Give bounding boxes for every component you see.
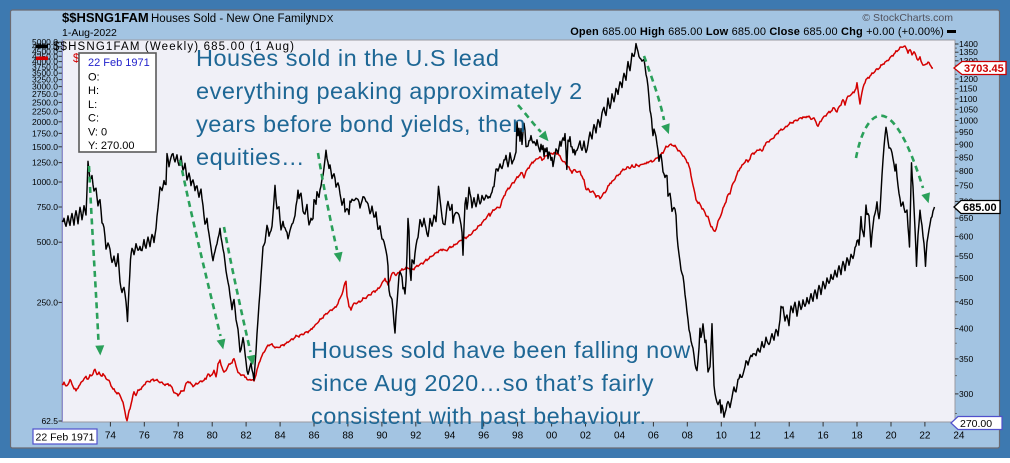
- svg-text:14: 14: [784, 431, 796, 442]
- svg-text:Y: 270.00: Y: 270.00: [88, 140, 135, 152]
- svg-text:950: 950: [959, 127, 973, 137]
- svg-text:82: 82: [241, 431, 253, 442]
- svg-text:2250.0: 2250.0: [32, 107, 58, 117]
- svg-text:4000.0: 4000.0: [32, 57, 58, 67]
- svg-text:O:: O:: [88, 72, 100, 84]
- svg-text:500: 500: [959, 273, 973, 283]
- svg-text:900: 900: [959, 139, 973, 149]
- svg-text:3250.0: 3250.0: [32, 75, 58, 85]
- svg-text:equities…: equities…: [196, 144, 305, 170]
- svg-text:1750.0: 1750.0: [32, 128, 58, 138]
- svg-text:$: $: [73, 53, 80, 65]
- svg-text:years before bond yields, then: years before bond yields, then: [196, 111, 526, 137]
- svg-text:62.5: 62.5: [41, 416, 58, 426]
- svg-text:800: 800: [959, 166, 973, 176]
- svg-text:V: 0: V: 0: [88, 126, 107, 138]
- svg-text:12: 12: [750, 431, 762, 442]
- svg-text:500.0: 500.0: [37, 237, 59, 247]
- svg-text:00: 00: [546, 431, 558, 442]
- svg-text:22 Feb 1971: 22 Feb 1971: [88, 57, 150, 69]
- svg-text:3750.0: 3750.0: [32, 62, 58, 72]
- svg-text:1050: 1050: [959, 104, 978, 114]
- svg-text:1400: 1400: [959, 39, 978, 49]
- svg-text:22: 22: [919, 431, 931, 442]
- svg-text:1500.0: 1500.0: [32, 142, 58, 152]
- svg-text:98: 98: [512, 431, 524, 442]
- svg-text:Open 685.00 High 685.00 Low 68: Open 685.00 High 685.00 Low 685.00 Close…: [570, 26, 944, 38]
- svg-text:80: 80: [207, 431, 219, 442]
- svg-text:94: 94: [444, 431, 456, 442]
- svg-text:3000.0: 3000.0: [32, 82, 58, 92]
- svg-text:1250.0: 1250.0: [32, 158, 58, 168]
- svg-text:90: 90: [376, 431, 388, 442]
- svg-text:since Aug 2020…so that’s fairl: since Aug 2020…so that’s fairly: [311, 370, 654, 396]
- svg-text:H:: H:: [88, 85, 99, 97]
- svg-text:everything peaking approximate: everything peaking approximately 2: [196, 78, 583, 104]
- svg-text:1200: 1200: [959, 74, 978, 84]
- svg-text:04: 04: [614, 431, 626, 442]
- svg-text:84: 84: [275, 431, 287, 442]
- svg-text:5000.0: 5000.0: [32, 37, 58, 47]
- svg-text:1350: 1350: [959, 47, 978, 57]
- svg-text:© StockCharts.com: © StockCharts.com: [862, 12, 953, 24]
- svg-text:20: 20: [885, 431, 897, 442]
- svg-text:250.0: 250.0: [37, 297, 59, 307]
- svg-text:4500.0: 4500.0: [32, 46, 58, 56]
- svg-text:74: 74: [105, 431, 117, 442]
- svg-text:16: 16: [818, 431, 830, 442]
- svg-text:consistent with past behaviour: consistent with past behaviour.: [311, 403, 647, 429]
- svg-text:96: 96: [478, 431, 490, 442]
- svg-text:76: 76: [139, 431, 151, 442]
- svg-text:10: 10: [716, 431, 728, 442]
- svg-text:1150: 1150: [959, 84, 978, 94]
- svg-text:Houses sold in the U.S lead: Houses sold in the U.S lead: [196, 45, 500, 71]
- svg-text:350: 350: [959, 354, 973, 364]
- svg-text:600: 600: [959, 231, 973, 241]
- svg-text:02: 02: [580, 431, 592, 442]
- svg-text:650: 650: [959, 213, 973, 223]
- svg-text:850: 850: [959, 152, 973, 162]
- svg-text:300: 300: [959, 389, 973, 399]
- svg-text:1300: 1300: [959, 56, 978, 66]
- svg-text:22 Feb 1971: 22 Feb 1971: [36, 432, 95, 444]
- svg-text:2750.0: 2750.0: [32, 89, 58, 99]
- svg-text:C:: C:: [88, 113, 99, 125]
- svg-text:400: 400: [959, 324, 973, 334]
- svg-text:Houses Sold - New One Family: Houses Sold - New One Family: [151, 13, 312, 25]
- svg-text:2500.0: 2500.0: [32, 97, 58, 107]
- svg-text:1000: 1000: [959, 115, 978, 125]
- svg-text:18: 18: [851, 431, 863, 442]
- svg-text:3703.45: 3703.45: [964, 63, 1004, 75]
- svg-text:92: 92: [410, 431, 422, 442]
- svg-text:1-Aug-2022: 1-Aug-2022: [62, 27, 117, 39]
- svg-text:08: 08: [682, 431, 694, 442]
- svg-text:4250.0: 4250.0: [32, 51, 58, 61]
- svg-text:78: 78: [173, 431, 185, 442]
- svg-text:$$HSNG1FAM: $$HSNG1FAM: [62, 10, 149, 25]
- svg-text:550: 550: [959, 251, 973, 261]
- svg-text:3500.0: 3500.0: [32, 68, 58, 78]
- svg-text:2000.0: 2000.0: [32, 117, 58, 127]
- svg-text:INDX: INDX: [308, 14, 334, 25]
- svg-text:450: 450: [959, 297, 973, 307]
- svg-text:L:: L:: [88, 99, 97, 111]
- svg-text:1100: 1100: [959, 94, 978, 104]
- svg-text:24: 24: [953, 431, 965, 442]
- svg-text:88: 88: [342, 431, 354, 442]
- svg-text:$$HSNG1FAM (Weekly) 685.00 (1: $$HSNG1FAM (Weekly) 685.00 (1 Aug): [53, 41, 295, 53]
- svg-text:06: 06: [648, 431, 660, 442]
- svg-text:750.0: 750.0: [37, 202, 59, 212]
- svg-text:86: 86: [308, 431, 320, 442]
- svg-text:750: 750: [959, 181, 973, 191]
- svg-text:1000.0: 1000.0: [32, 177, 58, 187]
- svg-text:270.00: 270.00: [960, 418, 992, 430]
- svg-text:685.00: 685.00: [963, 202, 997, 214]
- svg-text:Houses sold have been falling: Houses sold have been falling now: [311, 337, 691, 363]
